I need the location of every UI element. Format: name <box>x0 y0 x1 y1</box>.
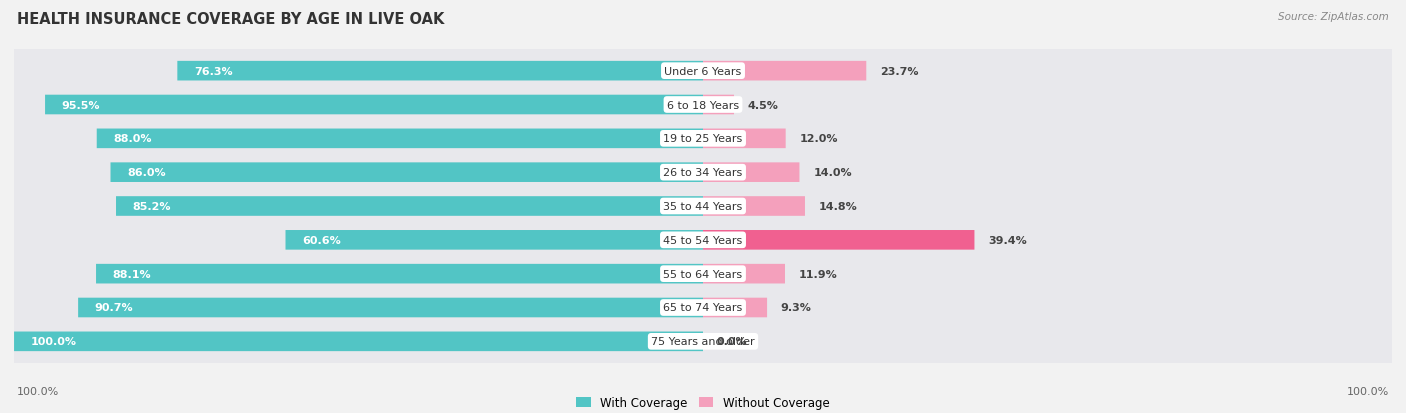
FancyBboxPatch shape <box>6 274 1400 341</box>
Text: 35 to 44 Years: 35 to 44 Years <box>664 202 742 211</box>
Text: 0.0%: 0.0% <box>717 337 748 347</box>
Text: 11.9%: 11.9% <box>799 269 838 279</box>
FancyBboxPatch shape <box>703 129 786 149</box>
FancyBboxPatch shape <box>79 298 703 318</box>
Text: 45 to 54 Years: 45 to 54 Years <box>664 235 742 245</box>
Text: 76.3%: 76.3% <box>194 66 232 76</box>
Text: 90.7%: 90.7% <box>94 303 134 313</box>
Text: Under 6 Years: Under 6 Years <box>665 66 741 76</box>
Text: 55 to 64 Years: 55 to 64 Years <box>664 269 742 279</box>
FancyBboxPatch shape <box>14 332 703 351</box>
Text: 60.6%: 60.6% <box>302 235 340 245</box>
FancyBboxPatch shape <box>117 197 703 216</box>
Text: 100.0%: 100.0% <box>31 337 76 347</box>
Text: 23.7%: 23.7% <box>880 66 918 76</box>
Text: Source: ZipAtlas.com: Source: ZipAtlas.com <box>1278 12 1389 22</box>
Text: 75 Years and older: 75 Years and older <box>651 337 755 347</box>
Text: 65 to 74 Years: 65 to 74 Years <box>664 303 742 313</box>
Text: 19 to 25 Years: 19 to 25 Years <box>664 134 742 144</box>
FancyBboxPatch shape <box>111 163 703 183</box>
Text: 9.3%: 9.3% <box>780 303 811 313</box>
Legend: With Coverage, Without Coverage: With Coverage, Without Coverage <box>572 392 834 413</box>
FancyBboxPatch shape <box>285 230 703 250</box>
Text: 88.0%: 88.0% <box>114 134 152 144</box>
Text: 100.0%: 100.0% <box>17 387 59 396</box>
FancyBboxPatch shape <box>703 62 866 81</box>
FancyBboxPatch shape <box>6 241 1400 307</box>
FancyBboxPatch shape <box>6 38 1400 105</box>
Text: 26 to 34 Years: 26 to 34 Years <box>664 168 742 178</box>
Text: HEALTH INSURANCE COVERAGE BY AGE IN LIVE OAK: HEALTH INSURANCE COVERAGE BY AGE IN LIVE… <box>17 12 444 27</box>
Text: 6 to 18 Years: 6 to 18 Years <box>666 100 740 110</box>
FancyBboxPatch shape <box>6 72 1400 139</box>
FancyBboxPatch shape <box>6 308 1400 375</box>
FancyBboxPatch shape <box>45 95 703 115</box>
FancyBboxPatch shape <box>703 230 974 250</box>
Text: 86.0%: 86.0% <box>127 168 166 178</box>
FancyBboxPatch shape <box>6 207 1400 274</box>
Text: 14.8%: 14.8% <box>818 202 858 211</box>
Text: 12.0%: 12.0% <box>800 134 838 144</box>
Text: 14.0%: 14.0% <box>813 168 852 178</box>
Text: 88.1%: 88.1% <box>112 269 152 279</box>
Text: 85.2%: 85.2% <box>132 202 172 211</box>
FancyBboxPatch shape <box>703 163 800 183</box>
Text: 100.0%: 100.0% <box>1347 387 1389 396</box>
Text: 4.5%: 4.5% <box>748 100 779 110</box>
FancyBboxPatch shape <box>97 129 703 149</box>
FancyBboxPatch shape <box>6 173 1400 240</box>
FancyBboxPatch shape <box>703 95 734 115</box>
FancyBboxPatch shape <box>703 197 806 216</box>
FancyBboxPatch shape <box>177 62 703 81</box>
FancyBboxPatch shape <box>6 139 1400 206</box>
Text: 95.5%: 95.5% <box>62 100 100 110</box>
FancyBboxPatch shape <box>703 298 768 318</box>
Text: 39.4%: 39.4% <box>988 235 1026 245</box>
FancyBboxPatch shape <box>703 264 785 284</box>
FancyBboxPatch shape <box>96 264 703 284</box>
FancyBboxPatch shape <box>6 106 1400 172</box>
